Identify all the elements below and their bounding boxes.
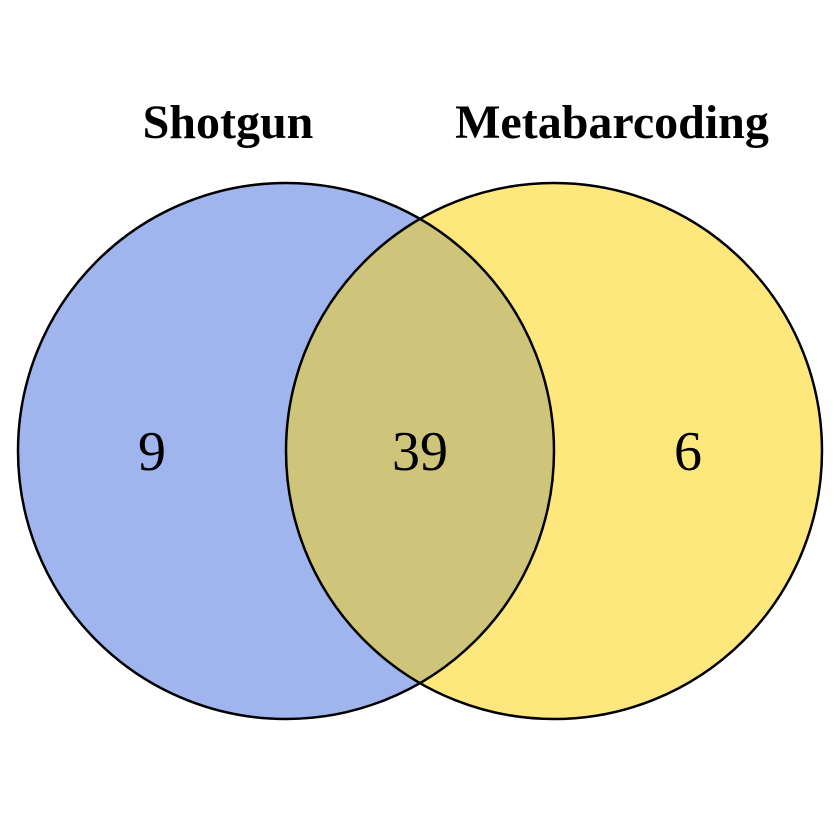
outline-metabarcoding xyxy=(284,181,824,721)
count-only-shotgun: 9 xyxy=(138,421,166,483)
count-intersection: 39 xyxy=(392,421,448,483)
count-only-metabarcoding: 6 xyxy=(674,421,702,483)
intersection-region xyxy=(286,183,554,719)
set-label-metabarcoding: Metabarcoding xyxy=(455,96,769,149)
outline-shotgun xyxy=(16,181,556,721)
set-label-shotgun: Shotgun xyxy=(143,96,314,149)
